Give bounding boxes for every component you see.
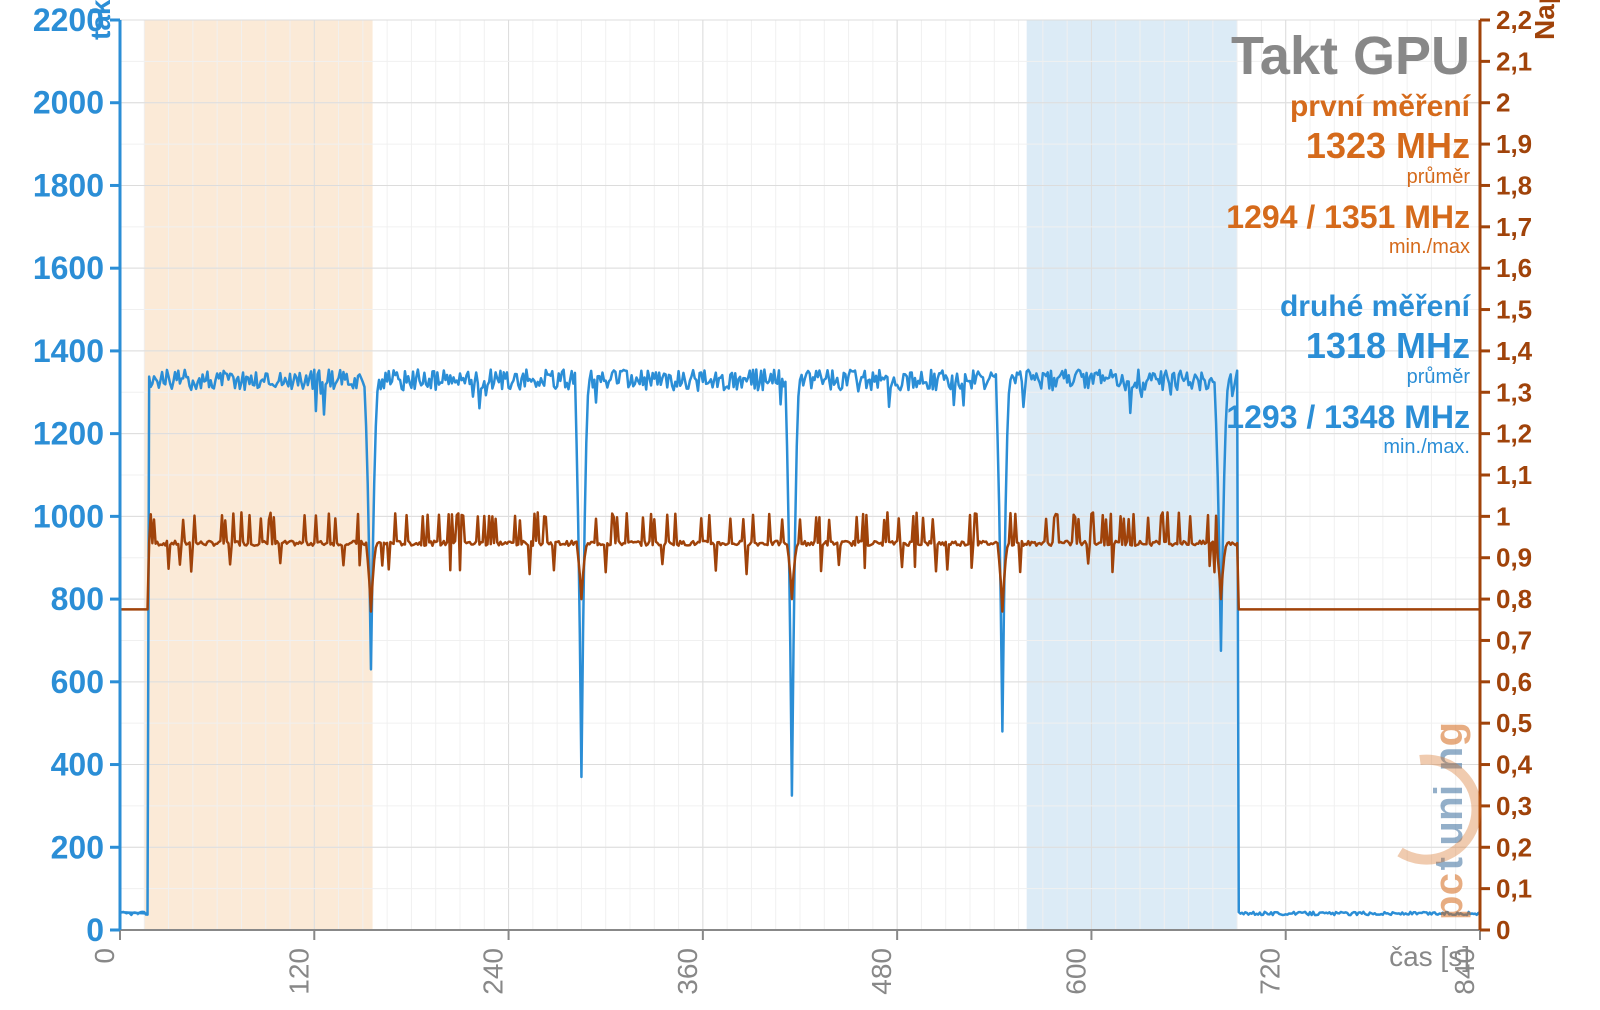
svg-text:0,7: 0,7 bbox=[1496, 625, 1532, 655]
first-avg-value: 1323 MHz bbox=[1226, 125, 1470, 166]
svg-text:0: 0 bbox=[1496, 915, 1510, 945]
svg-text:čas [s]: čas [s] bbox=[1389, 941, 1470, 972]
svg-text:c: c bbox=[1427, 873, 1471, 895]
svg-text:0,8: 0,8 bbox=[1496, 584, 1532, 614]
svg-text:2,1: 2,1 bbox=[1496, 46, 1532, 76]
svg-text:800: 800 bbox=[51, 581, 104, 617]
svg-text:p: p bbox=[1427, 896, 1471, 920]
svg-text:0,2: 0,2 bbox=[1496, 832, 1532, 862]
second-title: druhé měření bbox=[1226, 290, 1470, 325]
svg-text:1200: 1200 bbox=[33, 416, 104, 452]
svg-text:0,6: 0,6 bbox=[1496, 667, 1532, 697]
svg-text:0: 0 bbox=[86, 912, 104, 948]
svg-text:0,4: 0,4 bbox=[1496, 750, 1533, 780]
annotation-first-measurement: první měření 1323 MHz průměr 1294 / 1351… bbox=[1226, 90, 1470, 259]
svg-text:1,5: 1,5 bbox=[1496, 295, 1532, 325]
svg-text:120: 120 bbox=[283, 948, 314, 995]
chart-title: Takt GPU bbox=[1231, 25, 1470, 87]
svg-text:0,1: 0,1 bbox=[1496, 874, 1532, 904]
second-range-label: min./max. bbox=[1226, 436, 1470, 459]
svg-text:n: n bbox=[1427, 796, 1471, 820]
svg-text:1,8: 1,8 bbox=[1496, 170, 1532, 200]
svg-text:1,2: 1,2 bbox=[1496, 419, 1532, 449]
svg-text:1,4: 1,4 bbox=[1496, 336, 1533, 366]
svg-text:1,7: 1,7 bbox=[1496, 212, 1532, 242]
second-avg-label: průměr bbox=[1226, 366, 1470, 389]
svg-text:0,9: 0,9 bbox=[1496, 543, 1532, 573]
svg-text:480: 480 bbox=[866, 948, 897, 995]
first-title: první měření bbox=[1226, 90, 1470, 125]
first-avg-label: průměr bbox=[1226, 166, 1470, 189]
svg-text:0,3: 0,3 bbox=[1496, 791, 1532, 821]
svg-text:1000: 1000 bbox=[33, 498, 104, 534]
svg-text:1,3: 1,3 bbox=[1496, 377, 1532, 407]
svg-text:Napětí GPU [V]: Napětí GPU [V] bbox=[1529, 0, 1560, 40]
svg-text:400: 400 bbox=[51, 747, 104, 783]
svg-text:i: i bbox=[1427, 785, 1471, 796]
svg-text:2000: 2000 bbox=[33, 85, 104, 121]
svg-text:g: g bbox=[1427, 722, 1471, 746]
svg-text:720: 720 bbox=[1255, 948, 1286, 995]
annotation-second-measurement: druhé měření 1318 MHz průměr 1293 / 1348… bbox=[1226, 290, 1470, 459]
second-range-value: 1293 / 1348 MHz bbox=[1226, 399, 1470, 436]
svg-text:0,5: 0,5 bbox=[1496, 708, 1532, 738]
svg-text:600: 600 bbox=[1060, 948, 1091, 995]
second-avg-value: 1318 MHz bbox=[1226, 325, 1470, 366]
svg-text:1,6: 1,6 bbox=[1496, 253, 1532, 283]
svg-text:2,2: 2,2 bbox=[1496, 5, 1532, 35]
svg-text:2: 2 bbox=[1496, 88, 1510, 118]
first-range-label: min./max bbox=[1226, 236, 1470, 259]
svg-text:360: 360 bbox=[672, 948, 703, 995]
svg-text:600: 600 bbox=[51, 664, 104, 700]
svg-text:1,9: 1,9 bbox=[1496, 129, 1532, 159]
first-range-value: 1294 / 1351 MHz bbox=[1226, 199, 1470, 236]
svg-text:1,1: 1,1 bbox=[1496, 460, 1532, 490]
svg-text:1800: 1800 bbox=[33, 167, 104, 203]
svg-text:1600: 1600 bbox=[33, 250, 104, 286]
chart-container: 0120240360480600720840020040060080010001… bbox=[0, 0, 1600, 1010]
svg-text:takt GPU [MHz]: takt GPU [MHz] bbox=[85, 0, 116, 40]
svg-text:240: 240 bbox=[478, 948, 509, 995]
svg-text:0: 0 bbox=[89, 948, 120, 964]
svg-text:200: 200 bbox=[51, 829, 104, 865]
svg-text:1: 1 bbox=[1496, 501, 1510, 531]
svg-text:1400: 1400 bbox=[33, 333, 104, 369]
